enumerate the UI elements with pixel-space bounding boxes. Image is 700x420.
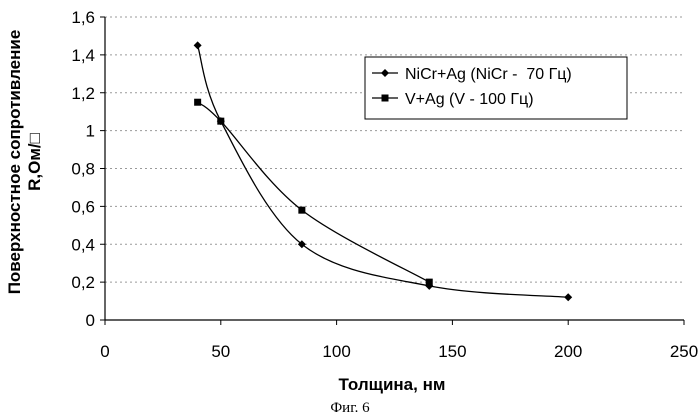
- legend-label: V+Ag (V - 100 Гц): [405, 91, 534, 108]
- x-tick-label: 50: [211, 342, 230, 361]
- y-axis-title-line1: Поверхностное сопротивление: [5, 30, 24, 295]
- data-point: [426, 279, 433, 286]
- y-tick-label: 1,2: [71, 84, 95, 103]
- y-tick-label: 0,4: [71, 235, 95, 254]
- series-2: [194, 99, 433, 286]
- data-point: [298, 207, 305, 214]
- y-tick-labels: 0 0,2 0,4 0,6 0,8 1 1,2 1,4 1,6: [71, 8, 95, 330]
- y-tick-label: 0,2: [71, 273, 95, 292]
- y-tick-label: 1,6: [71, 8, 95, 27]
- y-tick-label: 0,6: [71, 197, 95, 216]
- y-tick-label: 1: [86, 122, 95, 141]
- legend-swatch-marker: [382, 95, 389, 102]
- legend-label: NiCr+Ag (NiCr - 70 Гц): [405, 66, 572, 83]
- data-point: [564, 293, 572, 301]
- data-point: [194, 41, 202, 49]
- y-tick-label: 0,8: [71, 160, 95, 179]
- x-tick-label: 0: [100, 342, 109, 361]
- y-tick-label: 1,4: [71, 46, 95, 65]
- legend: NiCr+Ag (NiCr - 70 Гц) V+Ag (V - 100 Гц): [365, 57, 627, 119]
- y-axis-title-line2: R,Ом/□: [25, 133, 44, 191]
- x-tick-label: 150: [438, 342, 466, 361]
- figure-caption: Фиг. 6: [330, 400, 370, 416]
- x-tick-label: 200: [554, 342, 582, 361]
- x-tick-label: 250: [670, 342, 698, 361]
- y-tick-label: 0: [86, 311, 95, 330]
- data-point: [194, 99, 201, 106]
- x-tick-labels: 0 50 100 150 200 250: [100, 342, 698, 361]
- x-tick-label: 100: [322, 342, 350, 361]
- series-line: [198, 102, 430, 282]
- x-axis-title: Толщина, нм: [339, 375, 446, 394]
- data-point: [217, 118, 224, 125]
